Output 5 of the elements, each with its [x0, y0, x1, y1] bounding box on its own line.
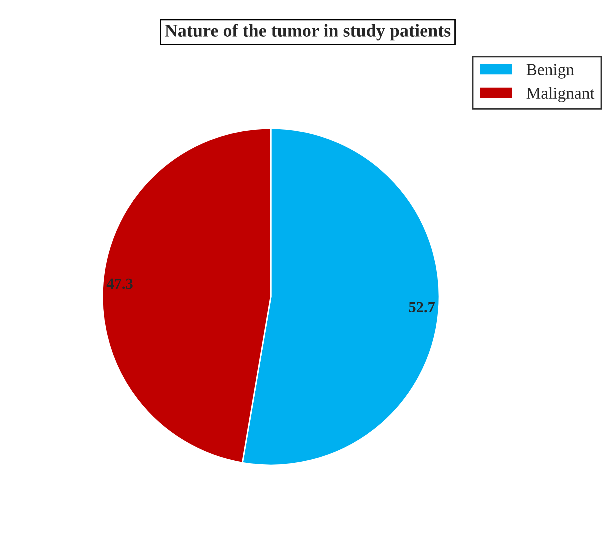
data-label: 47.3 — [106, 278, 133, 290]
chart-title: Nature of the tumor in study patients — [165, 24, 451, 41]
legend-label: Benign — [526, 64, 574, 79]
legend-label: Malignant — [526, 87, 595, 102]
data-label: 52.7 — [409, 302, 436, 313]
